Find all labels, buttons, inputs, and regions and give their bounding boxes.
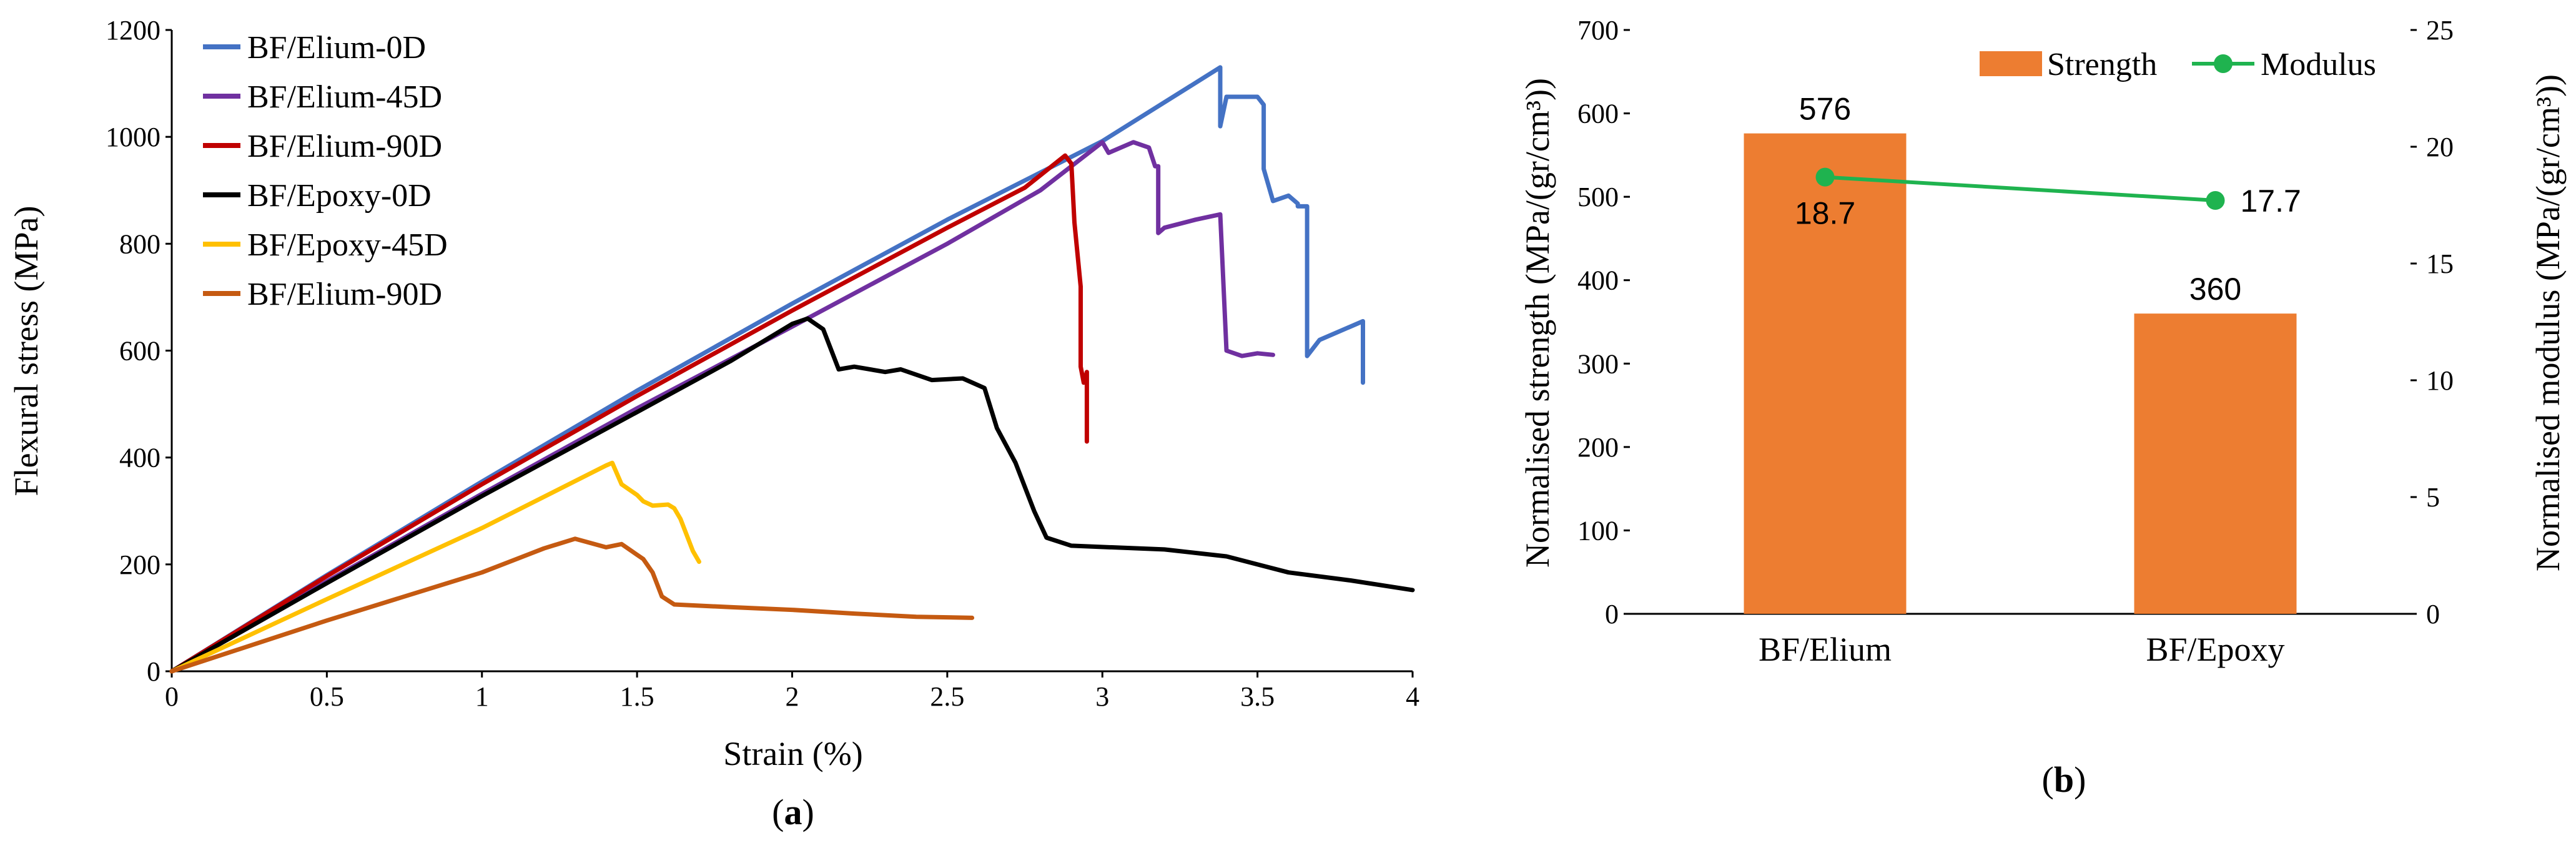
b-y-axis-title: Normalised strength (MPa/(gr/cm³)) — [1519, 78, 1556, 568]
b-y2-ticks: 0 5 10 15 20 25 — [2411, 15, 2454, 629]
a-y-tick-label: 400 — [119, 443, 160, 473]
a-x-tick-label: 1 — [475, 681, 489, 712]
b-legend-swatch-strength — [1980, 51, 2042, 76]
a-x-tick-label: 0.5 — [310, 681, 344, 712]
a-y-tick-label: 600 — [119, 336, 160, 367]
b-bar-value-label: 576 — [1799, 92, 1851, 127]
a-legend-label: BF/Elium-90D — [247, 277, 442, 312]
b-bar-value-label: 360 — [2189, 272, 2241, 307]
b-y-tick-label: 600 — [1577, 99, 1619, 129]
a-x-tick-label: 2 — [786, 681, 799, 712]
b-y-tick-label: 400 — [1577, 265, 1619, 296]
b-y2-axis-title: Normalised modulus (MPa/(gr/cm³)) — [2529, 74, 2567, 571]
b-y2-tick-label: 0 — [2426, 599, 2440, 629]
b-legend-label-modulus: Modulus — [2261, 47, 2376, 82]
a-series-lines — [169, 65, 1415, 674]
a-legend-label: BF/Epoxy-45D — [247, 227, 448, 263]
b-category-labels: BF/Elium BF/Epoxy — [1759, 631, 2285, 668]
a-legend-label: BF/Elium-45D — [247, 79, 442, 115]
a-series-line-2 — [169, 140, 1275, 674]
a-legend-label: BF/Elium-90D — [247, 129, 442, 164]
a-y-tick-label: 1000 — [106, 122, 160, 152]
a-x-ticks: 0 0.5 1 1.5 2 2.5 3 3.5 4 — [165, 671, 1419, 712]
b-y-tick-label: 700 — [1577, 15, 1619, 46]
b-category-label: BF/Epoxy — [2146, 631, 2284, 668]
b-modulus-marker — [2206, 191, 2225, 210]
chart-b: 0 100 200 300 400 500 600 700 0 5 10 15 20 25 576 360… — [1519, 15, 2567, 800]
b-legend: Strength Modulus — [1980, 47, 2376, 82]
b-modulus-line: 18.7 17.7 — [1795, 167, 2301, 231]
b-bar-bf-elium — [1744, 133, 1907, 614]
b-y-ticks: 0 100 200 300 400 500 600 700 — [1577, 15, 1630, 629]
b-bar-bf-epoxy — [2134, 313, 2297, 614]
b-y2-tick-label: 20 — [2426, 132, 2454, 162]
b-y2-tick-label: 5 — [2426, 482, 2440, 513]
panel-label-a: (a) — [772, 792, 814, 832]
a-series-line-4 — [169, 316, 1415, 674]
b-y-tick-label: 200 — [1577, 432, 1619, 463]
a-x-tick-label: 3 — [1095, 681, 1109, 712]
a-legend-label: BF/Epoxy-0D — [247, 178, 432, 214]
b-modulus-value-label: 18.7 — [1795, 196, 1855, 231]
a-series-line-1 — [169, 65, 1365, 674]
b-y-tick-label: 300 — [1577, 348, 1619, 379]
b-modulus-value-label: 17.7 — [2241, 184, 2301, 219]
a-series-line-6 — [169, 536, 975, 674]
b-y2-tick-label: 25 — [2426, 15, 2454, 46]
a-x-tick-label: 2.5 — [930, 681, 964, 712]
b-y2-tick-label: 10 — [2426, 365, 2454, 396]
a-x-tick-label: 3.5 — [1240, 681, 1275, 712]
a-series-line-5 — [169, 460, 701, 674]
b-y-tick-label: 500 — [1577, 182, 1619, 212]
a-x-tick-label: 1.5 — [620, 681, 654, 712]
panel-label-b: (b) — [2042, 759, 2086, 800]
chart-a: 0 0.5 1 1.5 2 2.5 3 3.5 4 020040060080010001200 … — [7, 15, 1419, 832]
a-legend: BF/Elium-0D BF/Elium-45D BF/Elium-90D BF/Ep… — [203, 30, 448, 312]
a-y-tick-label: 800 — [119, 229, 160, 259]
b-legend-swatch-modulus-marker — [2214, 54, 2233, 73]
a-series-line-3 — [169, 153, 1089, 674]
a-x-tick-label: 4 — [1406, 681, 1419, 712]
b-y2-tick-label: 15 — [2426, 249, 2454, 279]
b-bars: 576 360 — [1744, 92, 2297, 614]
a-y-ticks: 0 200 400 600 800 1000 1200 — [106, 15, 172, 687]
a-y-tick-label: 200 — [119, 550, 160, 580]
b-legend-label-strength: Strength — [2047, 47, 2157, 82]
a-x-axis-title: Strain (%) — [723, 735, 862, 772]
b-category-label: BF/Elium — [1759, 631, 1892, 668]
b-modulus-marker — [1815, 167, 1835, 187]
a-legend-label: BF/Elium-0D — [247, 30, 426, 66]
b-y-tick-label: 100 — [1577, 515, 1619, 546]
a-y-tick-label: 1200 — [106, 15, 160, 46]
a-y-tick-label: 0 — [147, 656, 160, 687]
a-x-tick-label: 0 — [165, 681, 179, 712]
b-y-tick-label: 0 — [1605, 599, 1619, 629]
a-y-axis-title: Flexural stress (MPa) — [7, 206, 45, 496]
b-modulus-polyline — [1825, 175, 2216, 202]
